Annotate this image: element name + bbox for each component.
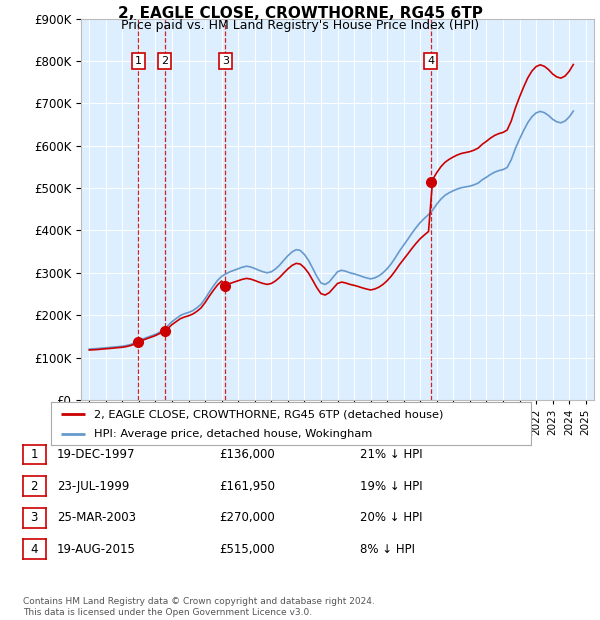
Text: HPI: Average price, detached house, Wokingham: HPI: Average price, detached house, Woki… xyxy=(94,429,373,439)
Text: This data is licensed under the Open Government Licence v3.0.: This data is licensed under the Open Gov… xyxy=(23,608,312,617)
Text: 21% ↓ HPI: 21% ↓ HPI xyxy=(360,448,422,461)
Text: £161,950: £161,950 xyxy=(219,480,275,492)
Text: £136,000: £136,000 xyxy=(219,448,275,461)
Text: 20% ↓ HPI: 20% ↓ HPI xyxy=(360,512,422,524)
Text: 2: 2 xyxy=(161,56,168,66)
Text: £270,000: £270,000 xyxy=(219,512,275,524)
Text: 19-AUG-2015: 19-AUG-2015 xyxy=(57,543,136,556)
Text: 8% ↓ HPI: 8% ↓ HPI xyxy=(360,543,415,556)
Text: Price paid vs. HM Land Registry's House Price Index (HPI): Price paid vs. HM Land Registry's House … xyxy=(121,19,479,32)
Text: 3: 3 xyxy=(31,512,38,524)
Text: 2, EAGLE CLOSE, CROWTHORNE, RG45 6TP (detached house): 2, EAGLE CLOSE, CROWTHORNE, RG45 6TP (de… xyxy=(94,409,443,419)
Text: 1: 1 xyxy=(31,448,38,461)
Text: 23-JUL-1999: 23-JUL-1999 xyxy=(57,480,130,492)
Text: 2, EAGLE CLOSE, CROWTHORNE, RG45 6TP: 2, EAGLE CLOSE, CROWTHORNE, RG45 6TP xyxy=(118,6,482,21)
Text: 2: 2 xyxy=(31,480,38,492)
Text: 25-MAR-2003: 25-MAR-2003 xyxy=(57,512,136,524)
Text: 19-DEC-1997: 19-DEC-1997 xyxy=(57,448,136,461)
Text: 4: 4 xyxy=(427,56,434,66)
Text: £515,000: £515,000 xyxy=(219,543,275,556)
Text: Contains HM Land Registry data © Crown copyright and database right 2024.: Contains HM Land Registry data © Crown c… xyxy=(23,597,374,606)
Text: 1: 1 xyxy=(135,56,142,66)
Text: 3: 3 xyxy=(222,56,229,66)
Text: 19% ↓ HPI: 19% ↓ HPI xyxy=(360,480,422,492)
Text: 4: 4 xyxy=(31,543,38,556)
